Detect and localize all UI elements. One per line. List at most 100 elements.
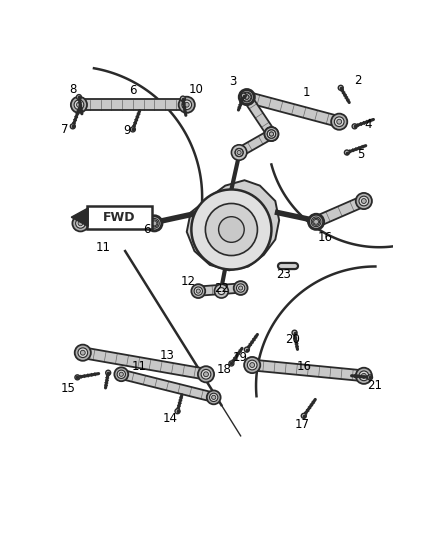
- Circle shape: [71, 96, 87, 113]
- Circle shape: [308, 214, 324, 230]
- Circle shape: [301, 414, 306, 418]
- Text: 23: 23: [276, 268, 291, 281]
- Circle shape: [78, 348, 88, 358]
- Text: 6: 6: [143, 223, 151, 236]
- Circle shape: [77, 94, 81, 100]
- Circle shape: [198, 366, 214, 382]
- Circle shape: [72, 215, 88, 231]
- Circle shape: [209, 393, 218, 401]
- Polygon shape: [120, 370, 215, 402]
- Circle shape: [311, 217, 321, 227]
- Circle shape: [245, 95, 249, 99]
- Circle shape: [152, 221, 157, 226]
- Text: 3: 3: [229, 75, 237, 88]
- Text: 18: 18: [216, 363, 231, 376]
- Circle shape: [149, 219, 159, 228]
- Circle shape: [231, 145, 247, 160]
- Circle shape: [239, 286, 243, 290]
- Circle shape: [191, 189, 272, 270]
- Circle shape: [243, 93, 251, 101]
- Text: 15: 15: [61, 382, 76, 394]
- Circle shape: [313, 219, 320, 225]
- Circle shape: [247, 360, 257, 370]
- Circle shape: [359, 196, 369, 206]
- Circle shape: [269, 132, 273, 136]
- Circle shape: [106, 370, 111, 375]
- FancyBboxPatch shape: [88, 206, 152, 229]
- Circle shape: [194, 287, 202, 295]
- Circle shape: [212, 395, 216, 399]
- Circle shape: [77, 102, 81, 107]
- Text: 1: 1: [302, 86, 310, 99]
- Circle shape: [361, 199, 366, 204]
- Circle shape: [232, 146, 246, 159]
- Circle shape: [338, 85, 343, 90]
- Circle shape: [205, 204, 258, 255]
- Circle shape: [74, 100, 84, 110]
- Polygon shape: [245, 92, 341, 127]
- Polygon shape: [237, 130, 274, 157]
- Circle shape: [265, 127, 279, 141]
- Circle shape: [361, 374, 366, 378]
- Circle shape: [314, 220, 318, 224]
- Circle shape: [344, 150, 350, 155]
- Circle shape: [356, 368, 372, 384]
- Text: 20: 20: [286, 333, 300, 346]
- Text: 16: 16: [318, 231, 333, 244]
- Circle shape: [267, 130, 276, 138]
- Circle shape: [331, 114, 347, 130]
- Text: 9: 9: [123, 124, 131, 138]
- Circle shape: [352, 124, 357, 129]
- Circle shape: [367, 375, 372, 380]
- Text: 10: 10: [188, 83, 203, 96]
- Circle shape: [201, 369, 211, 379]
- Circle shape: [356, 193, 372, 209]
- Circle shape: [359, 371, 369, 381]
- Text: 13: 13: [160, 349, 175, 361]
- Circle shape: [207, 391, 221, 405]
- Polygon shape: [79, 99, 187, 110]
- Circle shape: [114, 367, 128, 381]
- Text: 6: 6: [129, 84, 137, 98]
- Text: 12: 12: [181, 276, 196, 288]
- Circle shape: [80, 350, 85, 355]
- Circle shape: [151, 220, 158, 227]
- Polygon shape: [314, 196, 366, 227]
- Circle shape: [292, 330, 297, 335]
- Circle shape: [175, 409, 180, 414]
- Circle shape: [184, 102, 189, 107]
- Circle shape: [182, 100, 191, 110]
- Polygon shape: [82, 348, 207, 379]
- Text: 14: 14: [162, 413, 177, 425]
- Circle shape: [117, 370, 125, 378]
- Circle shape: [242, 92, 252, 102]
- Circle shape: [240, 90, 254, 104]
- Circle shape: [70, 124, 75, 129]
- Text: 21: 21: [367, 379, 382, 392]
- Circle shape: [244, 357, 260, 373]
- Polygon shape: [243, 94, 276, 136]
- Circle shape: [237, 150, 241, 155]
- Text: 11: 11: [131, 360, 146, 373]
- Circle shape: [219, 217, 244, 243]
- Polygon shape: [187, 180, 279, 270]
- Circle shape: [269, 132, 273, 136]
- Text: 5: 5: [357, 148, 364, 161]
- Circle shape: [131, 127, 135, 132]
- Text: 22: 22: [214, 281, 229, 295]
- Circle shape: [234, 281, 247, 295]
- Polygon shape: [198, 284, 241, 296]
- Polygon shape: [252, 360, 364, 381]
- Circle shape: [235, 149, 243, 156]
- Circle shape: [241, 93, 246, 98]
- Circle shape: [119, 372, 124, 376]
- Circle shape: [196, 289, 200, 293]
- Circle shape: [244, 95, 249, 100]
- Polygon shape: [71, 208, 88, 227]
- Circle shape: [267, 130, 276, 138]
- Circle shape: [146, 215, 162, 231]
- Polygon shape: [81, 218, 155, 229]
- Circle shape: [244, 347, 249, 352]
- Circle shape: [265, 127, 279, 141]
- Circle shape: [179, 96, 195, 113]
